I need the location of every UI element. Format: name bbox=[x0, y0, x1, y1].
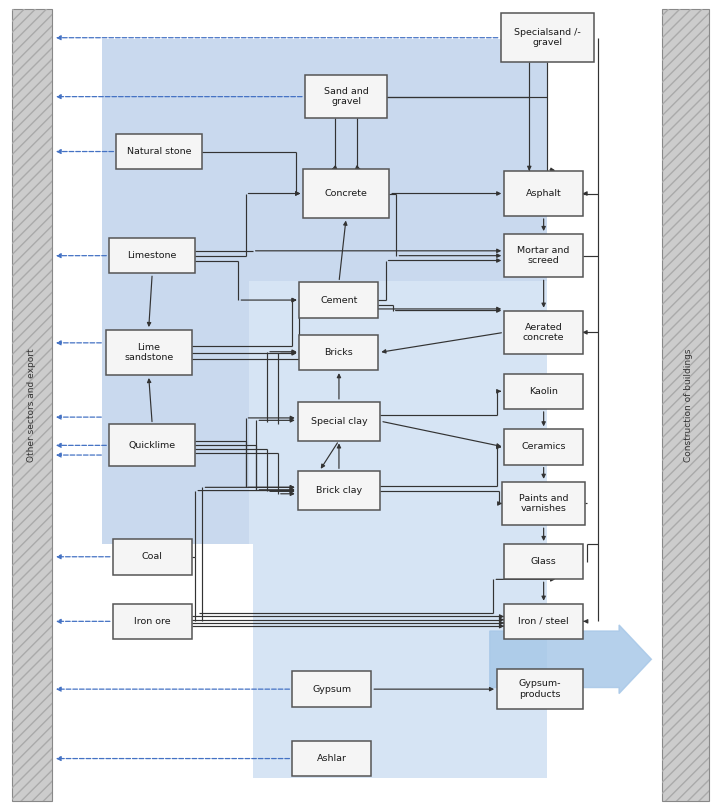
FancyBboxPatch shape bbox=[305, 75, 387, 118]
Text: Coal: Coal bbox=[142, 552, 163, 561]
Text: Asphalt: Asphalt bbox=[526, 189, 562, 198]
Bar bbox=[249, 282, 547, 778]
Text: Aerated
concrete: Aerated concrete bbox=[523, 322, 565, 342]
Bar bbox=[12, 10, 52, 800]
Bar bbox=[102, 544, 253, 778]
Text: Glass: Glass bbox=[531, 557, 557, 566]
Text: Kaolin: Kaolin bbox=[529, 387, 558, 396]
Text: Gypsum-
products: Gypsum- products bbox=[519, 680, 562, 699]
FancyBboxPatch shape bbox=[504, 544, 583, 579]
Text: Lime
sandstone: Lime sandstone bbox=[124, 343, 173, 362]
FancyArrow shape bbox=[490, 625, 651, 693]
Bar bbox=[662, 10, 709, 800]
Text: Iron / steel: Iron / steel bbox=[518, 617, 569, 626]
Bar bbox=[662, 10, 709, 800]
Text: Quicklime: Quicklime bbox=[128, 441, 176, 450]
Text: Specialsand /-
gravel: Specialsand /- gravel bbox=[514, 28, 580, 48]
FancyBboxPatch shape bbox=[109, 238, 195, 274]
FancyBboxPatch shape bbox=[299, 283, 379, 318]
Text: Gypsum: Gypsum bbox=[312, 684, 351, 693]
Text: Other sectors and export: Other sectors and export bbox=[27, 348, 36, 462]
FancyBboxPatch shape bbox=[504, 171, 583, 216]
Bar bbox=[12, 10, 52, 800]
FancyBboxPatch shape bbox=[109, 424, 195, 467]
FancyBboxPatch shape bbox=[292, 741, 371, 776]
FancyBboxPatch shape bbox=[503, 482, 585, 525]
FancyBboxPatch shape bbox=[504, 234, 583, 278]
Text: Sand and
gravel: Sand and gravel bbox=[324, 87, 368, 106]
Text: Ashlar: Ashlar bbox=[317, 754, 347, 763]
FancyBboxPatch shape bbox=[303, 169, 389, 218]
FancyBboxPatch shape bbox=[497, 669, 583, 710]
FancyBboxPatch shape bbox=[116, 134, 203, 169]
Text: Concrete: Concrete bbox=[324, 189, 368, 198]
FancyBboxPatch shape bbox=[298, 471, 380, 510]
FancyBboxPatch shape bbox=[299, 335, 379, 370]
FancyBboxPatch shape bbox=[105, 330, 192, 375]
FancyBboxPatch shape bbox=[298, 402, 380, 441]
Text: Construction of buildings: Construction of buildings bbox=[684, 348, 692, 462]
Bar bbox=[102, 39, 547, 778]
FancyBboxPatch shape bbox=[500, 14, 594, 62]
FancyBboxPatch shape bbox=[292, 671, 371, 707]
Text: Limestone: Limestone bbox=[128, 251, 177, 260]
Text: Cement: Cement bbox=[320, 296, 358, 305]
FancyBboxPatch shape bbox=[504, 310, 583, 354]
Text: Bricks: Bricks bbox=[324, 348, 353, 357]
FancyBboxPatch shape bbox=[504, 603, 583, 639]
Text: Special clay: Special clay bbox=[311, 416, 367, 425]
FancyBboxPatch shape bbox=[504, 373, 583, 409]
Text: Paints and
varnishes: Paints and varnishes bbox=[519, 494, 568, 514]
FancyBboxPatch shape bbox=[112, 539, 192, 574]
FancyBboxPatch shape bbox=[112, 603, 192, 639]
FancyBboxPatch shape bbox=[504, 429, 583, 465]
Text: Ceramics: Ceramics bbox=[521, 442, 566, 451]
Text: Iron ore: Iron ore bbox=[134, 617, 171, 626]
Text: Natural stone: Natural stone bbox=[127, 147, 192, 156]
Text: Brick clay: Brick clay bbox=[316, 486, 362, 495]
Text: Mortar and
screed: Mortar and screed bbox=[518, 246, 570, 266]
